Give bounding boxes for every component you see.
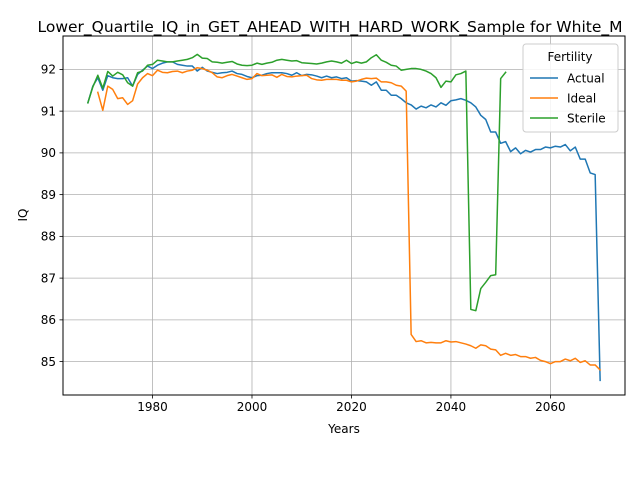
series-line-sterile <box>86 53 507 312</box>
x-tick-label: 2000 <box>237 400 268 414</box>
legend-title: Fertility <box>547 50 592 64</box>
y-tick-label: 90 <box>41 146 56 160</box>
gridlines <box>63 36 625 395</box>
y-tick-label: 92 <box>41 63 56 77</box>
x-axis-label: Years <box>327 422 360 436</box>
legend-label-actual: Actual <box>567 71 605 85</box>
series-line-ideal <box>96 66 602 372</box>
x-tick-label: 2040 <box>436 400 467 414</box>
y-tick-label: 87 <box>41 271 56 285</box>
x-tick-label: 2020 <box>336 400 367 414</box>
legend-items: Actual Ideal Sterile <box>530 71 606 125</box>
y-tick-label: 91 <box>41 104 56 118</box>
y-tick-label: 88 <box>41 230 56 244</box>
series-lines <box>86 53 602 382</box>
x-tick-label: 1980 <box>137 400 168 414</box>
legend-label-ideal: Ideal <box>567 91 596 105</box>
legend: Fertility Actual Ideal Sterile <box>522 43 619 133</box>
x-tick-label: 2060 <box>535 400 566 414</box>
axis-ticks: 1980 2000 2020 2040 2060 85 86 87 88 89 90 91 92 <box>41 63 566 414</box>
y-tick-label: 86 <box>41 313 56 327</box>
legend-label-sterile: Sterile <box>567 111 606 125</box>
plot-frame <box>62 35 626 396</box>
y-axis-label: IQ <box>16 209 30 222</box>
y-tick-label: 89 <box>41 188 56 202</box>
chart-title: Lower_Quartile_IQ_in_GET_AHEAD_WITH_HARD… <box>38 18 623 37</box>
y-tick-label: 85 <box>41 355 56 369</box>
legend-box <box>522 43 619 133</box>
